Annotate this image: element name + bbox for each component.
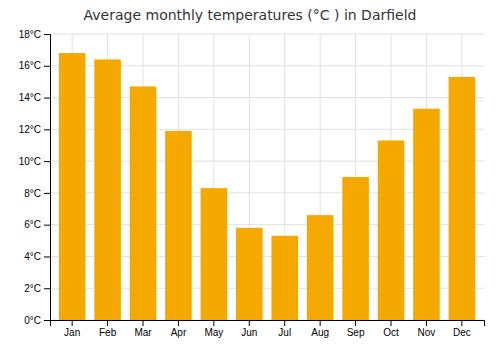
x-tick-mark bbox=[178, 320, 179, 326]
y-tick: 10°C bbox=[19, 156, 50, 167]
bar bbox=[130, 86, 157, 320]
y-tick: 12°C bbox=[19, 124, 50, 135]
x-axis: Jan Feb Mar Apr May Jun Jul Aug Sep Oct Nov Dec bbox=[51, 320, 485, 338]
y-tick-mark bbox=[44, 161, 50, 162]
bar bbox=[165, 131, 192, 320]
x-tick-mark bbox=[72, 320, 73, 326]
x-tick: Jun bbox=[241, 320, 257, 338]
y-tick: 8°C bbox=[24, 188, 50, 199]
x-tick-label: Feb bbox=[99, 327, 117, 338]
bar bbox=[378, 140, 405, 320]
bar bbox=[236, 228, 263, 320]
y-tick-label: 8°C bbox=[24, 188, 41, 199]
x-tick-label: Oct bbox=[383, 327, 399, 338]
x-tick: May bbox=[204, 320, 223, 338]
x-tick: Jul bbox=[278, 320, 291, 338]
y-tick-label: 12°C bbox=[19, 124, 41, 135]
y-tick: 18°C bbox=[19, 29, 50, 40]
x-tick: Feb bbox=[99, 320, 117, 338]
bar bbox=[413, 109, 440, 320]
x-tick-mark bbox=[391, 320, 392, 326]
bar bbox=[307, 215, 334, 320]
title: Average monthly temperatures (°C ) in Da… bbox=[84, 7, 417, 23]
y-tick: 0°C bbox=[24, 315, 50, 326]
y-tick-mark bbox=[44, 34, 50, 35]
x-tick-label: Aug bbox=[311, 327, 329, 338]
bar bbox=[271, 236, 298, 320]
y-tick: 6°C bbox=[24, 219, 50, 230]
x-tick-mark bbox=[284, 320, 285, 326]
y-tick-mark bbox=[44, 193, 50, 194]
bar bbox=[59, 53, 86, 320]
x-tick-label: Jan bbox=[64, 327, 80, 338]
plot: 0°C 2°C 4°C 6°C 8°C 10°C 12°C 14°C 16°C 18°C Jan Fe… bbox=[19, 29, 485, 338]
x-tick: Mar bbox=[134, 320, 152, 338]
x-tick: Apr bbox=[171, 320, 187, 338]
grid-line-y bbox=[50, 34, 484, 35]
x-tick-label: Mar bbox=[134, 327, 152, 338]
y-tick-label: 10°C bbox=[19, 156, 41, 167]
x-tick-mark bbox=[107, 320, 108, 326]
y-tick-mark bbox=[44, 320, 50, 321]
bar bbox=[449, 77, 476, 320]
y-tick: 4°C bbox=[24, 251, 50, 262]
x-axis-line bbox=[51, 321, 485, 327]
x-tick-mark bbox=[355, 320, 356, 326]
x-tick-mark bbox=[461, 320, 462, 326]
x-tick-label: Apr bbox=[171, 327, 187, 338]
grid bbox=[50, 34, 484, 320]
chart: 0°C 2°C 4°C 6°C 8°C 10°C 12°C 14°C 16°C 18°C Jan Fe… bbox=[0, 0, 500, 350]
x-tick: Oct bbox=[383, 320, 399, 338]
y-tick-mark bbox=[44, 256, 50, 257]
y-axis-line bbox=[44, 35, 51, 321]
x-tick: Dec bbox=[453, 320, 471, 338]
y-tick-mark bbox=[44, 66, 50, 67]
bars bbox=[59, 53, 475, 320]
bar bbox=[94, 59, 121, 320]
x-tick: Sep bbox=[347, 320, 365, 338]
y-tick: 14°C bbox=[19, 92, 50, 103]
x-tick-label: Jun bbox=[241, 327, 257, 338]
x-tick: Nov bbox=[418, 320, 436, 338]
x-tick-mark bbox=[249, 320, 250, 326]
x-tick-label: May bbox=[204, 327, 223, 338]
x-tick-label: Nov bbox=[418, 327, 436, 338]
y-tick-label: 6°C bbox=[24, 219, 41, 230]
y-tick-mark bbox=[44, 288, 50, 289]
y-tick-label: 2°C bbox=[24, 283, 41, 294]
y-tick-label: 0°C bbox=[24, 315, 41, 326]
bar bbox=[201, 188, 228, 320]
y-tick: 2°C bbox=[24, 283, 50, 294]
x-tick: Jan bbox=[64, 320, 80, 338]
x-tick-label: Jul bbox=[278, 327, 291, 338]
y-tick-label: 4°C bbox=[24, 251, 41, 262]
y-axis: 0°C 2°C 4°C 6°C 8°C 10°C 12°C 14°C 16°C 18°C bbox=[19, 29, 51, 326]
x-tick: Aug bbox=[311, 320, 329, 338]
x-tick-mark bbox=[320, 320, 321, 326]
x-tick-mark bbox=[143, 320, 144, 326]
y-tick-label: 18°C bbox=[19, 29, 41, 40]
x-tick-label: Sep bbox=[347, 327, 365, 338]
y-tick: 16°C bbox=[19, 60, 50, 71]
y-tick-label: 16°C bbox=[19, 60, 41, 71]
x-tick-mark bbox=[426, 320, 427, 326]
y-tick-mark bbox=[44, 129, 50, 130]
y-tick-mark bbox=[44, 98, 50, 99]
y-tick-mark bbox=[44, 225, 50, 226]
x-tick-label: Dec bbox=[453, 327, 471, 338]
x-tick-mark bbox=[213, 320, 214, 326]
y-tick-label: 14°C bbox=[19, 92, 41, 103]
bar bbox=[342, 177, 369, 320]
